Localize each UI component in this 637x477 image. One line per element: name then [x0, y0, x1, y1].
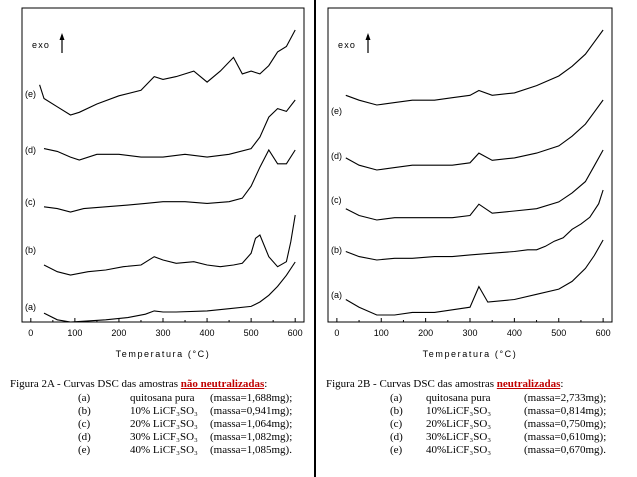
x-tick-label: 300 — [462, 328, 477, 338]
plot-frame — [327, 7, 613, 323]
series-line — [345, 99, 604, 171]
series-label: (b) — [331, 245, 342, 255]
series-line — [43, 261, 296, 323]
series-label: (b) — [25, 245, 36, 255]
x-tick-label: 400 — [507, 328, 522, 338]
panel-divider — [314, 0, 316, 477]
caption-row-mass: (massa=2,733mg); — [524, 392, 607, 404]
caption-row-id: (b) — [78, 405, 91, 417]
x-axis-label: Temperatura (°C) — [116, 349, 211, 359]
caption-row-mass: (massa=0,750mg); — [524, 418, 607, 430]
exo-arrow-icon — [365, 33, 371, 40]
x-tick-label: 200 — [111, 328, 126, 338]
x-tick-label: 600 — [288, 328, 303, 338]
caption-row-id: (e) — [78, 444, 91, 456]
caption-row-mass: (massa=1,082mg); — [210, 431, 293, 443]
exo-label: exo — [32, 40, 50, 50]
series-line — [345, 149, 604, 221]
panel-2B: 0 100 200 300 400 500 600 Temperatura (°C) exo (a… — [327, 7, 613, 359]
caption-row-mass: (massa=1,064mg); — [210, 418, 293, 430]
caption-row-sample: 10%LiCF₃SO₃ — [426, 405, 492, 417]
caption-2B: Figura 2B - Curvas DSC das amostras neut… — [326, 378, 631, 456]
series-label: (a) — [331, 290, 342, 300]
x-tick-label: 400 — [200, 328, 215, 338]
caption-2A: Figura 2A - Curvas DSC das amostras não … — [10, 378, 305, 456]
panel-2A: 0 100 200 300 400 500 600 Temperatura (°C) exo (a… — [21, 7, 305, 359]
caption-2A-highlight: não neutralizadas — [180, 378, 265, 390]
x-tick-label: 200 — [418, 328, 433, 338]
series-label: (d) — [25, 145, 36, 155]
caption-row-sample: 10% LiCF₃SO₃ — [130, 405, 198, 417]
caption-row-mass: (massa=0,941mg); — [210, 405, 293, 417]
caption-row-id: (c) — [390, 418, 403, 430]
caption-row-sample: 20%LiCF₃SO₃ — [426, 418, 492, 430]
exo-arrow-icon — [59, 33, 65, 40]
x-axis-label: Temperatura (°C) — [423, 349, 518, 359]
caption-row-sample: quitosana pura — [426, 392, 491, 404]
series-line — [43, 214, 296, 276]
series-label: (e) — [331, 106, 342, 116]
caption-row-mass: (massa=0,670mg). — [524, 444, 606, 456]
caption-row-id: (d) — [390, 431, 403, 443]
x-tick-label: 0 — [334, 328, 339, 338]
x-tick-label: 0 — [28, 328, 33, 338]
series-label: (d) — [331, 151, 342, 161]
caption-2A-prefix: Figura 2A - Curvas DSC das amostras — [10, 378, 181, 390]
caption-row-mass: (massa=1,688mg); — [210, 392, 293, 404]
series-line — [345, 29, 604, 106]
caption-2A-title: Figura 2A - Curvas DSC das amostras não … — [10, 378, 305, 391]
series-label: (c) — [331, 195, 342, 205]
caption-row-sample: 40%LiCF₃SO₃ — [426, 444, 492, 456]
x-tick-label: 100 — [374, 328, 389, 338]
series-line — [39, 29, 296, 116]
caption-row-id: (a) — [78, 392, 91, 404]
series-label: (e) — [25, 89, 36, 99]
x-tick-label: 500 — [551, 328, 566, 338]
caption-row-id: (b) — [390, 405, 403, 417]
series-line — [43, 148, 296, 213]
caption-row-sample: 30% LiCF₃SO₃ — [130, 431, 198, 443]
caption-row-sample: 30%LiCF₃SO₃ — [426, 431, 492, 443]
caption-row-id: (d) — [78, 431, 91, 443]
caption-row-sample: 20% LiCF₃SO₃ — [130, 418, 198, 430]
caption-2B-title: Figura 2B - Curvas DSC das amostras neut… — [326, 378, 631, 391]
caption-row-id: (a) — [390, 392, 403, 404]
charts-canvas: 0 100 200 300 400 500 600 Temperatura (°C) exo (a… — [21, 7, 613, 359]
caption-2B-prefix: Figura 2B - Curvas DSC das amostras — [326, 378, 497, 390]
series-label: (a) — [25, 302, 36, 312]
caption-2B-suffix: : — [560, 378, 564, 390]
x-tick-label: 500 — [244, 328, 259, 338]
caption-row-mass: (massa=1,085mg). — [210, 444, 292, 456]
plot-frame — [21, 7, 305, 323]
caption-row-sample: 40% LiCF₃SO₃ — [130, 444, 198, 456]
series-line — [345, 189, 604, 261]
caption-2A-suffix: : — [264, 378, 268, 390]
series-line — [43, 99, 296, 161]
caption-row-mass: (massa=0,814mg); — [524, 405, 607, 417]
x-tick-label: 100 — [67, 328, 82, 338]
x-tick-label: 600 — [596, 328, 611, 338]
caption-row-sample: quitosana pura — [130, 392, 195, 404]
series-line — [345, 239, 604, 316]
caption-2B-highlight: neutralizadas — [496, 378, 561, 390]
exo-label: exo — [338, 40, 356, 50]
caption-row-mass: (massa=0,610mg); — [524, 431, 607, 443]
series-label: (c) — [25, 197, 36, 207]
caption-row-id: (c) — [78, 418, 91, 430]
x-tick-label: 300 — [155, 328, 170, 338]
caption-row-id: (e) — [390, 444, 403, 456]
